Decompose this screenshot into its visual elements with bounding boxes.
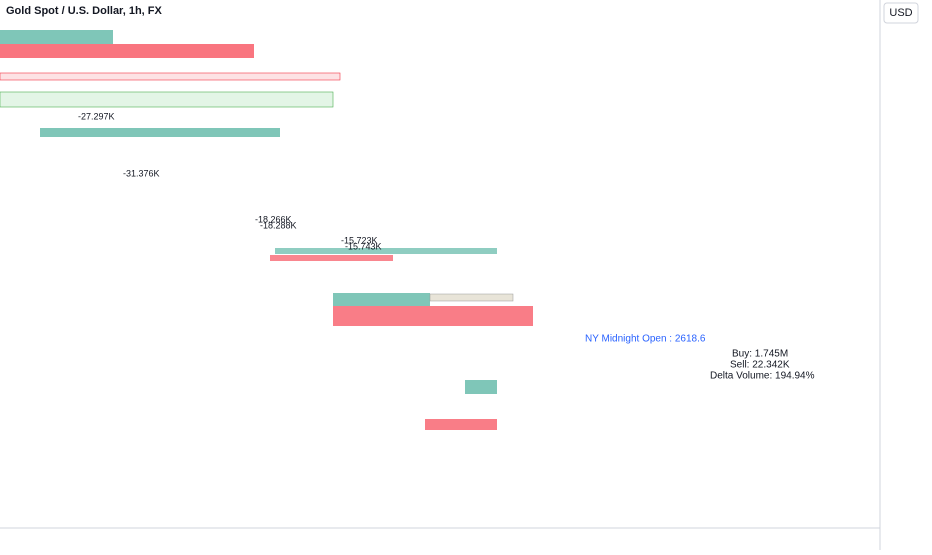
volume-box bbox=[333, 306, 533, 326]
price-axis bbox=[880, 0, 932, 550]
volume-box bbox=[333, 293, 430, 306]
volume-box bbox=[40, 128, 280, 137]
currency-button[interactable] bbox=[883, 2, 919, 24]
volume-box bbox=[275, 248, 497, 254]
volume-box bbox=[465, 380, 497, 394]
info-line: Sell: 22.342K bbox=[730, 360, 790, 371]
info-line: Delta Volume: 194.94% bbox=[710, 371, 815, 382]
annotation: NY Midnight Open : 2618.6 bbox=[585, 334, 706, 345]
volume-box bbox=[0, 44, 254, 58]
currency[interactable]: USD bbox=[889, 7, 912, 19]
volume-box bbox=[425, 419, 497, 430]
volume-box bbox=[0, 72, 341, 81]
annotation: -27.297K bbox=[78, 111, 115, 121]
annotation: -31.376K bbox=[123, 168, 160, 178]
volume-box bbox=[0, 30, 113, 44]
volume-box bbox=[270, 255, 393, 261]
info-line: Buy: 1.745M bbox=[732, 349, 788, 360]
annotation: -15.743K bbox=[345, 241, 382, 251]
annotation: -18.288K bbox=[260, 220, 297, 230]
volume-box bbox=[0, 91, 334, 108]
info-box bbox=[702, 345, 810, 383]
annotation: -15.723K bbox=[341, 235, 378, 245]
annotation: -18.266K bbox=[255, 214, 292, 224]
volume-box bbox=[429, 293, 514, 302]
chart-title: Gold Spot / U.S. Dollar, 1h, FX bbox=[6, 5, 163, 17]
